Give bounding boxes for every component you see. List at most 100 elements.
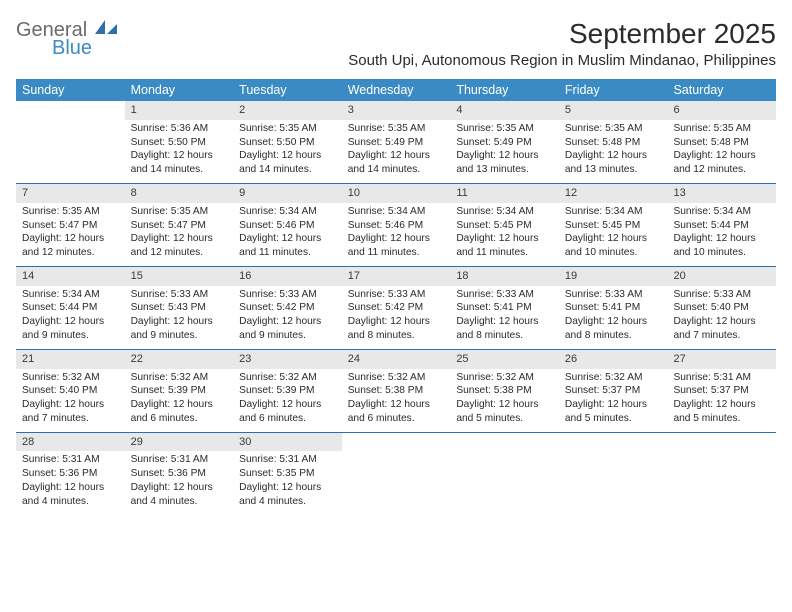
- sunset-line: Sunset: 5:46 PM: [348, 219, 445, 233]
- day-number: 14: [16, 267, 125, 286]
- calendar-header-row: SundayMondayTuesdayWednesdayThursdayFrid…: [16, 79, 776, 101]
- calendar-cell: 24Sunrise: 5:32 AMSunset: 5:38 PMDayligh…: [342, 350, 451, 432]
- sunrise-line: Sunrise: 5:35 AM: [22, 205, 119, 219]
- daylight-line: Daylight: 12 hours and 12 minutes.: [22, 232, 119, 260]
- day-content: Sunrise: 5:32 AMSunset: 5:38 PMDaylight:…: [450, 369, 559, 432]
- sunset-line: Sunset: 5:50 PM: [239, 136, 336, 150]
- sunrise-line: Sunrise: 5:35 AM: [565, 122, 662, 136]
- daylight-line: Daylight: 12 hours and 4 minutes.: [131, 481, 228, 509]
- day-number: 16: [233, 267, 342, 286]
- calendar-cell: 4Sunrise: 5:35 AMSunset: 5:49 PMDaylight…: [450, 101, 559, 183]
- day-content: Sunrise: 5:35 AMSunset: 5:48 PMDaylight:…: [559, 120, 668, 183]
- calendar-cell: 29Sunrise: 5:31 AMSunset: 5:36 PMDayligh…: [125, 433, 234, 515]
- day-number: 24: [342, 350, 451, 369]
- day-content: Sunrise: 5:33 AMSunset: 5:41 PMDaylight:…: [559, 286, 668, 349]
- calendar-cell: 11Sunrise: 5:34 AMSunset: 5:45 PMDayligh…: [450, 184, 559, 266]
- calendar-cell: 20Sunrise: 5:33 AMSunset: 5:40 PMDayligh…: [667, 267, 776, 349]
- day-number: 9: [233, 184, 342, 203]
- calendar-cell: 3Sunrise: 5:35 AMSunset: 5:49 PMDaylight…: [342, 101, 451, 183]
- page-header: General Blue September 2025 South Upi, A…: [16, 18, 776, 69]
- sunset-line: Sunset: 5:50 PM: [131, 136, 228, 150]
- day-number: 22: [125, 350, 234, 369]
- calendar-cell: [667, 433, 776, 515]
- weekday-header: Tuesday: [233, 79, 342, 101]
- sunset-line: Sunset: 5:40 PM: [22, 384, 119, 398]
- daylight-line: Daylight: 12 hours and 6 minutes.: [239, 398, 336, 426]
- day-number: 8: [125, 184, 234, 203]
- day-content: Sunrise: 5:34 AMSunset: 5:44 PMDaylight:…: [667, 203, 776, 266]
- sunset-line: Sunset: 5:41 PM: [565, 301, 662, 315]
- day-number: 26: [559, 350, 668, 369]
- daylight-line: Daylight: 12 hours and 9 minutes.: [22, 315, 119, 343]
- day-content: Sunrise: 5:34 AMSunset: 5:45 PMDaylight:…: [559, 203, 668, 266]
- daylight-line: Daylight: 12 hours and 10 minutes.: [673, 232, 770, 260]
- day-number: 30: [233, 433, 342, 452]
- sunrise-line: Sunrise: 5:34 AM: [565, 205, 662, 219]
- sunset-line: Sunset: 5:35 PM: [239, 467, 336, 481]
- daylight-line: Daylight: 12 hours and 11 minutes.: [348, 232, 445, 260]
- calendar-cell: [16, 101, 125, 183]
- day-content: Sunrise: 5:32 AMSunset: 5:39 PMDaylight:…: [125, 369, 234, 432]
- calendar-cell: 5Sunrise: 5:35 AMSunset: 5:48 PMDaylight…: [559, 101, 668, 183]
- calendar-cell: 10Sunrise: 5:34 AMSunset: 5:46 PMDayligh…: [342, 184, 451, 266]
- calendar-row: 14Sunrise: 5:34 AMSunset: 5:44 PMDayligh…: [16, 267, 776, 350]
- day-number: 12: [559, 184, 668, 203]
- sunrise-line: Sunrise: 5:32 AM: [131, 371, 228, 385]
- day-content: Sunrise: 5:36 AMSunset: 5:50 PMDaylight:…: [125, 120, 234, 183]
- sunrise-line: Sunrise: 5:35 AM: [239, 122, 336, 136]
- calendar-cell: 22Sunrise: 5:32 AMSunset: 5:39 PMDayligh…: [125, 350, 234, 432]
- daylight-line: Daylight: 12 hours and 8 minutes.: [565, 315, 662, 343]
- day-number: 10: [342, 184, 451, 203]
- calendar-row: 28Sunrise: 5:31 AMSunset: 5:36 PMDayligh…: [16, 433, 776, 515]
- sunrise-line: Sunrise: 5:33 AM: [239, 288, 336, 302]
- sunrise-line: Sunrise: 5:31 AM: [239, 453, 336, 467]
- calendar-body: 1Sunrise: 5:36 AMSunset: 5:50 PMDaylight…: [16, 101, 776, 515]
- daylight-line: Daylight: 12 hours and 12 minutes.: [673, 149, 770, 177]
- calendar-cell: 15Sunrise: 5:33 AMSunset: 5:43 PMDayligh…: [125, 267, 234, 349]
- day-content: Sunrise: 5:33 AMSunset: 5:41 PMDaylight:…: [450, 286, 559, 349]
- day-content: Sunrise: 5:32 AMSunset: 5:39 PMDaylight:…: [233, 369, 342, 432]
- day-content: Sunrise: 5:31 AMSunset: 5:36 PMDaylight:…: [125, 451, 234, 514]
- daylight-line: Daylight: 12 hours and 13 minutes.: [565, 149, 662, 177]
- sunset-line: Sunset: 5:44 PM: [22, 301, 119, 315]
- day-number: 17: [342, 267, 451, 286]
- logo-word2: Blue: [52, 38, 119, 58]
- day-number: 6: [667, 101, 776, 120]
- sunrise-line: Sunrise: 5:32 AM: [22, 371, 119, 385]
- day-number: 28: [16, 433, 125, 452]
- sunset-line: Sunset: 5:45 PM: [456, 219, 553, 233]
- calendar-cell: 19Sunrise: 5:33 AMSunset: 5:41 PMDayligh…: [559, 267, 668, 349]
- day-number: 21: [16, 350, 125, 369]
- daylight-line: Daylight: 12 hours and 12 minutes.: [131, 232, 228, 260]
- day-number: 29: [125, 433, 234, 452]
- calendar-page: General Blue September 2025 South Upi, A…: [0, 0, 792, 533]
- day-number: 20: [667, 267, 776, 286]
- sunset-line: Sunset: 5:39 PM: [131, 384, 228, 398]
- sunset-line: Sunset: 5:39 PM: [239, 384, 336, 398]
- calendar-cell: 14Sunrise: 5:34 AMSunset: 5:44 PMDayligh…: [16, 267, 125, 349]
- weekday-header: Thursday: [450, 79, 559, 101]
- calendar-cell: 6Sunrise: 5:35 AMSunset: 5:48 PMDaylight…: [667, 101, 776, 183]
- calendar-cell: 16Sunrise: 5:33 AMSunset: 5:42 PMDayligh…: [233, 267, 342, 349]
- sunset-line: Sunset: 5:37 PM: [565, 384, 662, 398]
- sunset-line: Sunset: 5:49 PM: [348, 136, 445, 150]
- day-content: Sunrise: 5:35 AMSunset: 5:47 PMDaylight:…: [16, 203, 125, 266]
- day-content: Sunrise: 5:31 AMSunset: 5:37 PMDaylight:…: [667, 369, 776, 432]
- day-content: Sunrise: 5:33 AMSunset: 5:42 PMDaylight:…: [233, 286, 342, 349]
- sunrise-line: Sunrise: 5:34 AM: [239, 205, 336, 219]
- day-number: 25: [450, 350, 559, 369]
- logo: General Blue: [16, 18, 119, 58]
- day-number: 1: [125, 101, 234, 120]
- daylight-line: Daylight: 12 hours and 10 minutes.: [565, 232, 662, 260]
- sunrise-line: Sunrise: 5:33 AM: [131, 288, 228, 302]
- sunset-line: Sunset: 5:49 PM: [456, 136, 553, 150]
- day-content: Sunrise: 5:32 AMSunset: 5:40 PMDaylight:…: [16, 369, 125, 432]
- weekday-header: Wednesday: [342, 79, 451, 101]
- sunrise-line: Sunrise: 5:33 AM: [348, 288, 445, 302]
- daylight-line: Daylight: 12 hours and 11 minutes.: [239, 232, 336, 260]
- day-content: Sunrise: 5:35 AMSunset: 5:49 PMDaylight:…: [342, 120, 451, 183]
- daylight-line: Daylight: 12 hours and 6 minutes.: [348, 398, 445, 426]
- day-content: Sunrise: 5:34 AMSunset: 5:46 PMDaylight:…: [342, 203, 451, 266]
- day-number: 15: [125, 267, 234, 286]
- calendar-cell: 8Sunrise: 5:35 AMSunset: 5:47 PMDaylight…: [125, 184, 234, 266]
